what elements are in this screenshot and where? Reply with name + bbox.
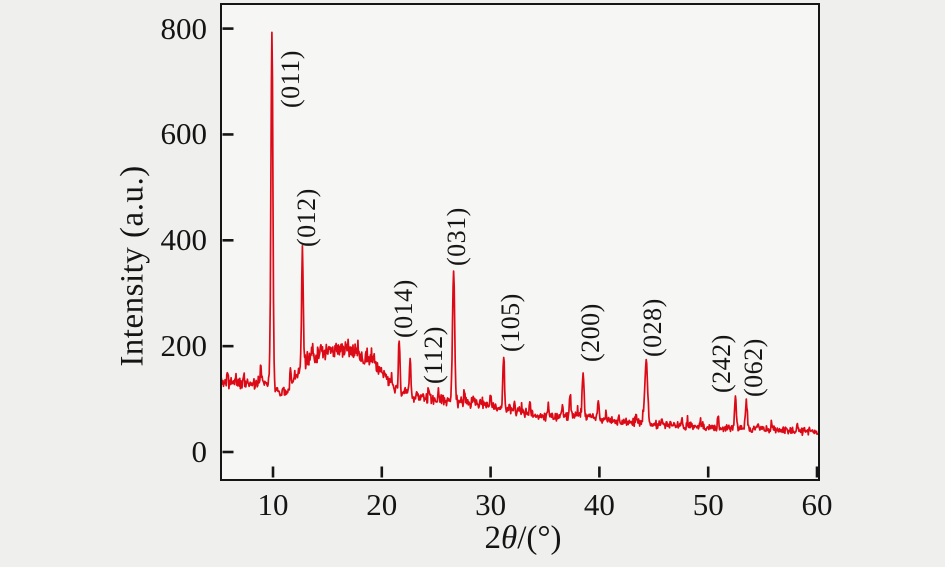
x-axis-title-theta: θ — [500, 520, 518, 556]
peak-label-112: (112) — [419, 326, 448, 384]
x-tick-label-60: 60 — [801, 487, 833, 522]
y-tick-label-400: 400 — [160, 222, 208, 258]
x-tick-label-30: 30 — [475, 487, 507, 522]
peak-label-062: (062) — [739, 338, 768, 397]
peak-label-031: (031) — [442, 207, 471, 266]
x-axis-title: 2θ/(°) — [484, 520, 561, 557]
x-axis-title-number: 2 — [484, 520, 501, 556]
peak-label-242: (242) — [707, 334, 736, 393]
peak-label-011: (011) — [276, 50, 305, 108]
peak-label-012: (012) — [292, 188, 321, 247]
x-tick-label-10: 10 — [257, 487, 289, 522]
y-tick-label-0: 0 — [191, 434, 208, 469]
y-axis-title: Intensity (a.u.) — [114, 165, 151, 367]
x-tick-label-50: 50 — [692, 487, 724, 522]
x-axis-title-unit: /(°) — [517, 520, 562, 556]
peak-label-105: (105) — [496, 293, 525, 352]
peak-label-014: (014) — [389, 279, 418, 338]
y-tick-label-600: 600 — [160, 116, 208, 152]
x-tick-label-20: 20 — [366, 487, 398, 522]
x-tick-label-40: 40 — [583, 487, 615, 522]
peak-label-200: (200) — [576, 303, 605, 362]
y-tick-label-800: 800 — [160, 10, 208, 46]
y-tick-label-200: 200 — [160, 328, 208, 364]
peak-label-028: (028) — [638, 298, 667, 357]
